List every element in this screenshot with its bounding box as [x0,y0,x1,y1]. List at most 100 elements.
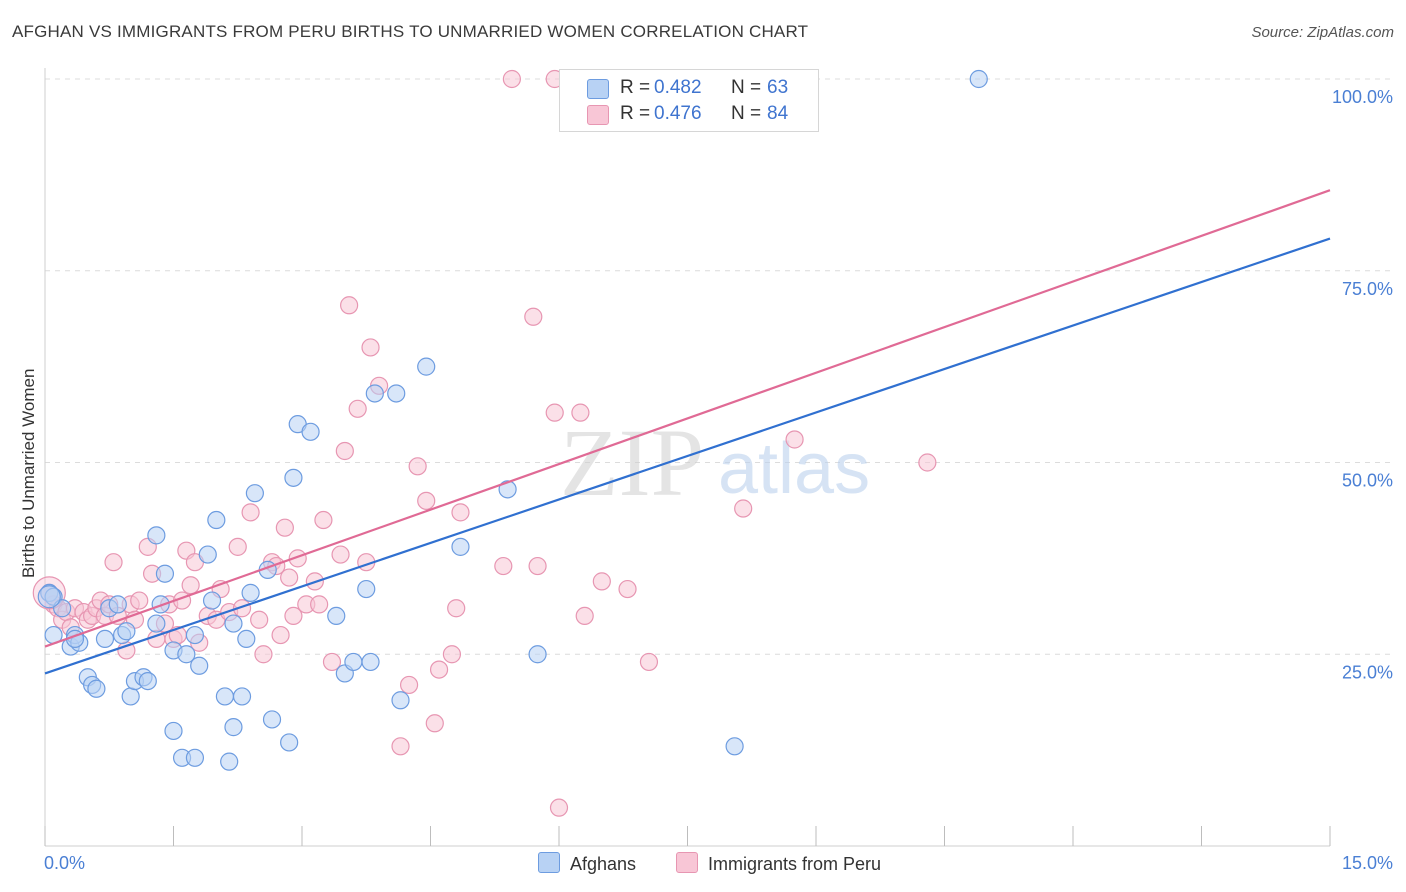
afghan-point [224,614,243,633]
afghan-point [528,645,547,664]
peru-point [228,537,247,556]
afghan-point [117,622,136,641]
peru-point [524,307,543,326]
peru-point [571,403,590,422]
r-label: R = [620,103,651,124]
afghan-point [147,526,166,545]
peru-point [130,591,149,610]
afghan-point [198,545,217,564]
source-label: Source: ZipAtlas.com [1251,24,1394,41]
peru-point [575,606,594,626]
series-peru-points [32,69,937,817]
peru-point [322,652,342,672]
r-label: R = [620,77,651,98]
y-tick-label: 100.0% [1332,87,1393,107]
afghan-point [164,721,183,741]
peru-point [639,652,659,672]
n-value: 84 [767,103,789,124]
legend-label: Immigrants from Peru [708,854,882,874]
axes [44,68,1331,847]
peru-point [447,599,466,618]
peru-point [104,553,123,572]
afghan-point [245,484,264,503]
tick-labels: 25.0% 50.0% 75.0% 100.0% 0.0% 15.0% [44,87,1393,873]
peru-point [280,568,299,587]
afghan-point [361,652,380,672]
afghan-point [108,595,127,614]
legend-item-peru[interactable]: Immigrants from Peru [676,852,881,875]
afghan-point [262,710,282,729]
afghan-point [138,671,157,691]
afghan-point [327,606,346,626]
peru-point [545,403,564,422]
afghan-point [224,718,243,737]
peru-point [232,599,252,618]
afghan-point [232,687,252,706]
afghan-point [365,384,384,403]
n-value: 63 [767,77,789,98]
afghan-point [417,357,436,376]
afghan-point [451,537,470,556]
peru-point [592,572,611,591]
afghan-point [95,629,115,649]
afghan-point [215,687,234,706]
peru-point [408,457,427,476]
n-label: N = [731,103,762,124]
peru-point [528,556,547,576]
peru-point [451,503,470,522]
afghan-point [202,591,222,610]
series-afghan-points [37,69,988,771]
peru-point [918,453,937,472]
afghan-point [155,564,175,583]
watermark-zip: ZIP [560,409,704,516]
legend-label: Afghans [570,854,637,874]
peru-point [288,549,307,568]
afghan-point [220,752,239,771]
peru-trend-line [44,189,1331,648]
legend-item-afghans[interactable]: Afghans [538,852,636,875]
n-label: N = [731,77,762,98]
peru-point [442,645,462,664]
peru-point [241,503,260,522]
afghan-point [190,656,209,675]
peru-point [284,606,303,626]
peru-point [254,645,273,664]
grid-lines [45,78,1394,655]
peru-point [331,545,350,564]
afghan-point [284,468,303,487]
peru-point [429,660,449,679]
afghan-point [241,583,260,602]
peru-point [618,579,637,599]
afghan-point [344,652,363,672]
stats-box: R = 0.482 N = 63 R = 0.476 N = 84 [559,69,819,132]
peru-point [502,69,521,89]
peru-point [250,610,269,629]
trend-lines [44,189,1331,675]
peru-point [785,430,804,449]
peru-point [314,510,333,530]
peru-point [181,576,200,595]
afghan-point [301,422,320,441]
chart-title: AFGHAN VS IMMIGRANTS FROM PERU BIRTHS TO… [12,22,809,41]
afghan-trend-line [44,237,1331,675]
afghan-swatch [587,79,609,99]
afghan-point [177,645,196,664]
peru-point [310,595,329,614]
peru-swatch [587,105,609,125]
peru-point [335,441,354,461]
afghan-point [280,733,299,752]
afghan-point [185,748,205,767]
peru-point [417,491,436,510]
afghan-point [185,625,205,645]
afghan-point [121,687,140,706]
peru-point [361,338,380,357]
y-tick-label: 50.0% [1342,471,1393,491]
afghan-point-cluster [37,585,61,609]
afghan-point [391,691,410,710]
r-value: 0.476 [654,103,702,124]
y-tick-label: 25.0% [1342,662,1393,682]
x-tick-label: 15.0% [1342,853,1393,873]
r-value: 0.482 [654,77,702,98]
afghan-legend-swatch [538,852,560,873]
